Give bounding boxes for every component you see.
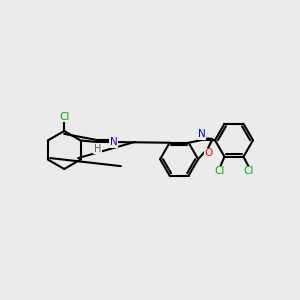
Text: Cl: Cl: [59, 112, 69, 122]
Text: Cl: Cl: [244, 166, 254, 176]
Text: N: N: [198, 129, 206, 140]
Text: Cl: Cl: [215, 166, 225, 176]
Text: N: N: [110, 137, 117, 147]
Text: O: O: [204, 148, 212, 158]
Text: H: H: [94, 144, 101, 154]
